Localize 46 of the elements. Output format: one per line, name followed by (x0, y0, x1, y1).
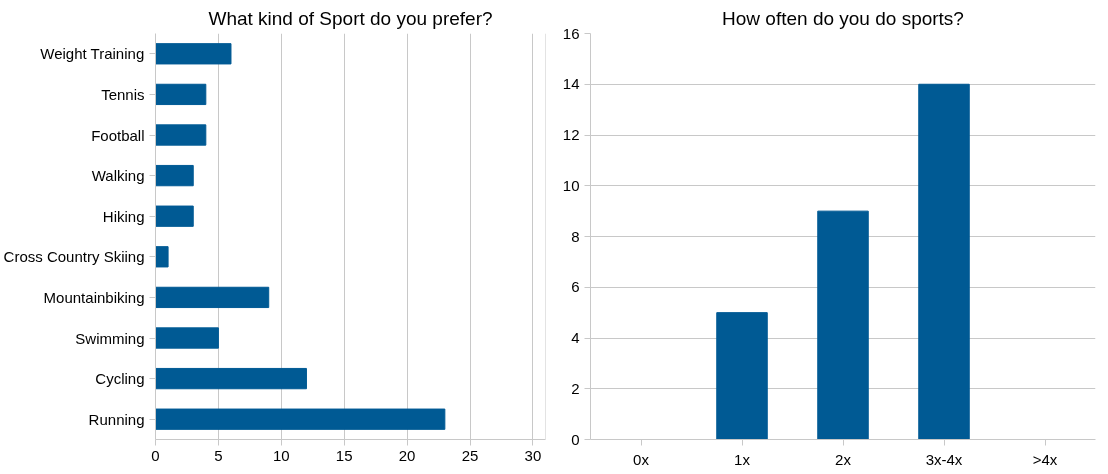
bar (155, 43, 232, 65)
bar (155, 246, 169, 268)
chart-title: How often do you do sports? (722, 7, 964, 29)
y-tick-label: 14 (562, 75, 580, 93)
x-tick-label: 30 (524, 446, 542, 464)
y-tick-label: 12 (562, 126, 580, 143)
y-tick-label: Cross Country Skiing (3, 248, 145, 266)
bar (155, 164, 194, 187)
x-tick-label: 0 (151, 446, 160, 464)
x-tick-label: 1x (734, 450, 751, 468)
y-tick-label: 6 (571, 278, 580, 296)
bar (155, 327, 219, 349)
bar (918, 83, 970, 440)
y-tick-label: Swimming (75, 329, 145, 347)
y-tick-label: 16 (562, 24, 580, 42)
bar (716, 312, 768, 440)
bar (817, 210, 869, 440)
bar (155, 124, 207, 146)
y-tick-label: Football (91, 126, 145, 144)
bar (155, 408, 446, 430)
x-tick-label: 25 (461, 446, 479, 464)
x-tick-label: 20 (398, 446, 416, 464)
bar (155, 205, 194, 227)
y-tick-label: Running (88, 410, 145, 428)
y-tick-label: Cycling (95, 370, 145, 388)
y-tick-label: Weight Training (40, 45, 145, 63)
y-tick-label: 0 (571, 430, 580, 448)
y-tick-label: Tennis (101, 85, 145, 103)
y-tick-label: 2 (571, 379, 580, 397)
chart-title: What kind of Sport do you prefer? (208, 7, 493, 29)
x-tick-label: 0x (633, 450, 650, 468)
bar (155, 286, 270, 309)
x-tick-label: 5 (214, 446, 223, 464)
y-tick-label: 10 (562, 176, 580, 194)
x-tick-label: 15 (335, 446, 353, 464)
x-tick-label: >4x (1032, 450, 1058, 468)
y-tick-label: Mountainbiking (43, 288, 145, 306)
x-tick-label: 10 (272, 446, 290, 464)
y-tick-label: Hiking (102, 207, 145, 225)
x-tick-label: 2x (835, 450, 852, 468)
bar (155, 367, 307, 390)
y-tick-label: Walking (91, 167, 145, 185)
y-tick-label: 4 (571, 329, 580, 346)
y-tick-label: 8 (571, 227, 580, 245)
bar (155, 83, 207, 106)
x-tick-label: 3x-4x (925, 450, 963, 468)
